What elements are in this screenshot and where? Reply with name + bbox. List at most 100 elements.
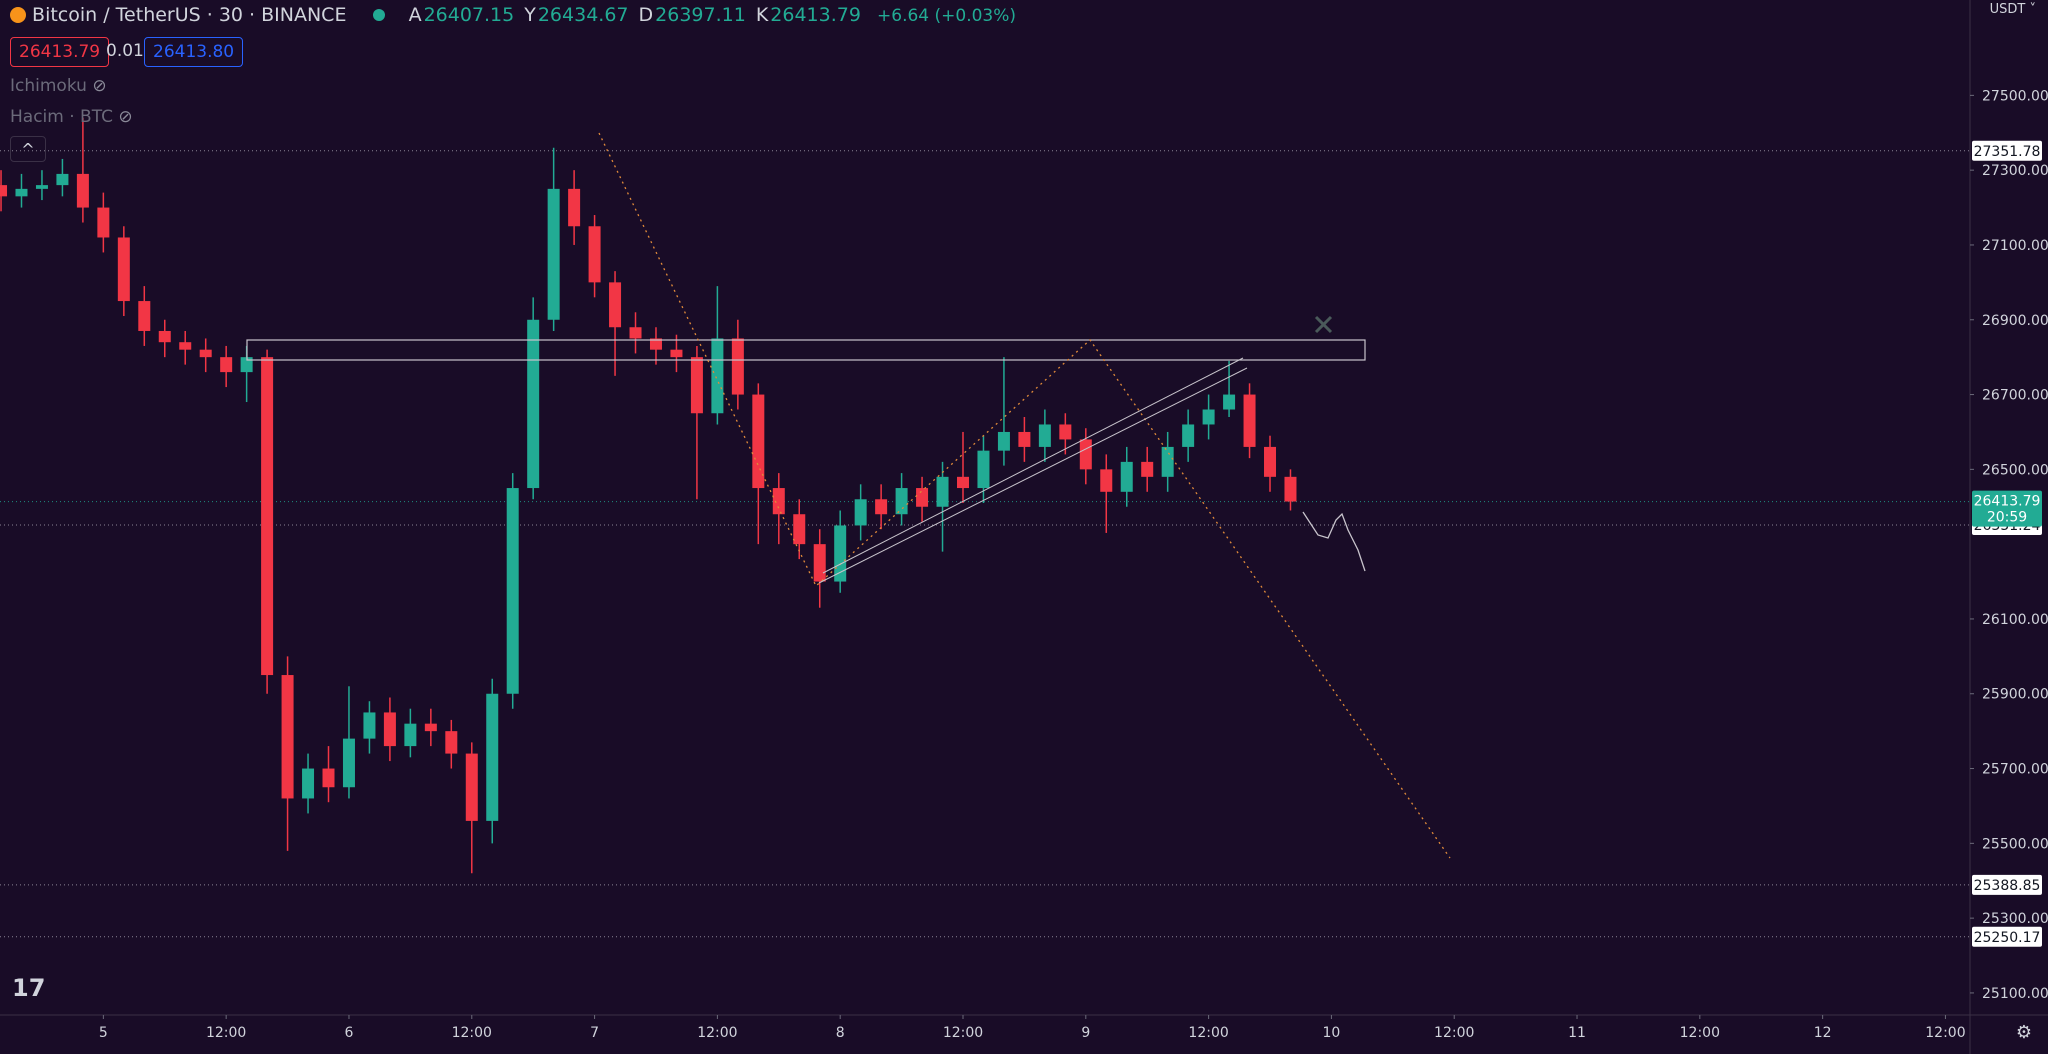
currency: USDT [1989,2,2026,17]
last-price-label: 26413.79 [1974,494,2041,510]
x-tick-label: 12:00 [206,1025,246,1041]
candle-body [97,207,110,238]
candle-body [261,357,274,676]
spread: 0.01 [106,41,144,61]
settings-icon[interactable]: ⚙ [2015,1022,2032,1043]
candle-body [834,525,847,582]
price-line-label: 27351.78 [1974,144,2041,160]
candle-body [793,514,806,545]
candle-body [1202,409,1215,425]
candles [0,117,1297,874]
candle-body [1284,476,1297,502]
indicator-volume[interactable]: Hacim · BTC ⊘ [10,107,133,127]
candle-body [15,188,28,197]
x-tick-label: 12:00 [1680,1025,1720,1041]
candle-body [690,357,703,414]
drawings [246,132,1451,859]
candle-body [1059,424,1072,440]
price-line-label-box [1972,874,2042,895]
x-tick-label: 11 [1568,1025,1586,1041]
candle-body [35,185,48,189]
projection-squiggle[interactable] [1302,511,1366,572]
price-line-label: 25250.17 [1974,930,2041,946]
ohlc-key: Y [524,4,536,26]
y-tick-label: 26100.00 [1982,612,2048,628]
buy-button[interactable]: 26413.80 [144,37,244,67]
x-tick-label: 12:00 [943,1025,983,1041]
ohlc-key: K [755,4,769,26]
x-tick-label: 9 [1081,1025,1090,1041]
candle-body [486,693,499,821]
candle-body [1161,446,1174,477]
candle-body [281,675,294,799]
candle-body [302,768,315,799]
y-tick-label: 25500.00 [1982,836,2048,852]
y-tick-label: 26900.00 [1982,313,2048,329]
candle-body [56,173,69,186]
symbol-title[interactable]: Bitcoin / TetherUS · 30 · BINANCE [32,4,347,26]
y-tick-label: 26500.00 [1982,462,2048,478]
x-tick-label: 12 [1814,1025,1832,1041]
candle-body [1018,431,1031,447]
candle-body [997,431,1010,451]
y-tick-label: 25300.00 [1982,911,2048,927]
tv-logo: 17 [12,974,46,1002]
candle-body [854,499,867,526]
price-line-label: 25388.85 [1974,878,2041,894]
x-tick-label: 8 [836,1025,845,1041]
candle-body [936,476,949,507]
candle-body [916,488,929,507]
trend-lines[interactable] [598,132,1451,859]
close-icon[interactable] [1314,315,1333,334]
btc-icon [10,7,26,23]
x-tick-label: 12:00 [1925,1025,1965,1041]
x-tick-label: 5 [99,1025,108,1041]
market-status [372,9,385,21]
last-price-box [1972,490,2042,527]
candle-body [547,188,560,320]
candle-body [752,394,765,489]
sell-button[interactable]: 26413.79 [10,37,110,67]
candle-body [445,731,458,754]
candle-body [956,476,969,489]
x-tick-label: 12:00 [1434,1025,1474,1041]
candle-body [383,712,396,747]
candle-body [76,173,89,208]
candle-body [731,338,744,395]
countdown-label: 20:59 [1987,510,2027,526]
price-line-label-box [1972,140,2042,161]
candle-body [609,282,622,328]
channel-line[interactable] [818,367,1248,584]
candle-body [117,237,130,302]
candle-body [711,338,724,414]
candle-body [977,450,990,489]
candle-body [1141,461,1154,477]
candle-body [527,319,540,489]
y-tick-label: 27500.00 [1982,88,2048,104]
y-tick-label: 26700.00 [1982,388,2048,404]
candle-body [1038,424,1051,447]
candle-body [670,349,683,358]
candle-body [1100,469,1113,492]
y-tick-label: 27300.00 [1982,163,2048,179]
x-tick-label: 12:00 [452,1025,492,1041]
zone-rectangle[interactable] [246,339,1366,361]
currency-select[interactable]: USDT ˅ [1989,2,2036,17]
collapse-button[interactable]: ^ [10,136,46,162]
candle-body [588,226,601,283]
candle-body [1079,439,1092,470]
indicator-ichimoku[interactable]: Ichimoku ⊘ [10,76,107,96]
candle-body [220,357,233,373]
candle-body [0,185,8,197]
price-line-label-box [1972,926,2042,947]
candle-body [629,327,642,339]
channel-line[interactable] [822,357,1244,574]
candle-body [813,544,826,582]
ohlc-value: 26397.11 [655,4,746,26]
candle-body [199,349,212,358]
candle-body [158,330,171,343]
candle-body [506,488,519,694]
candle-body [322,768,335,788]
